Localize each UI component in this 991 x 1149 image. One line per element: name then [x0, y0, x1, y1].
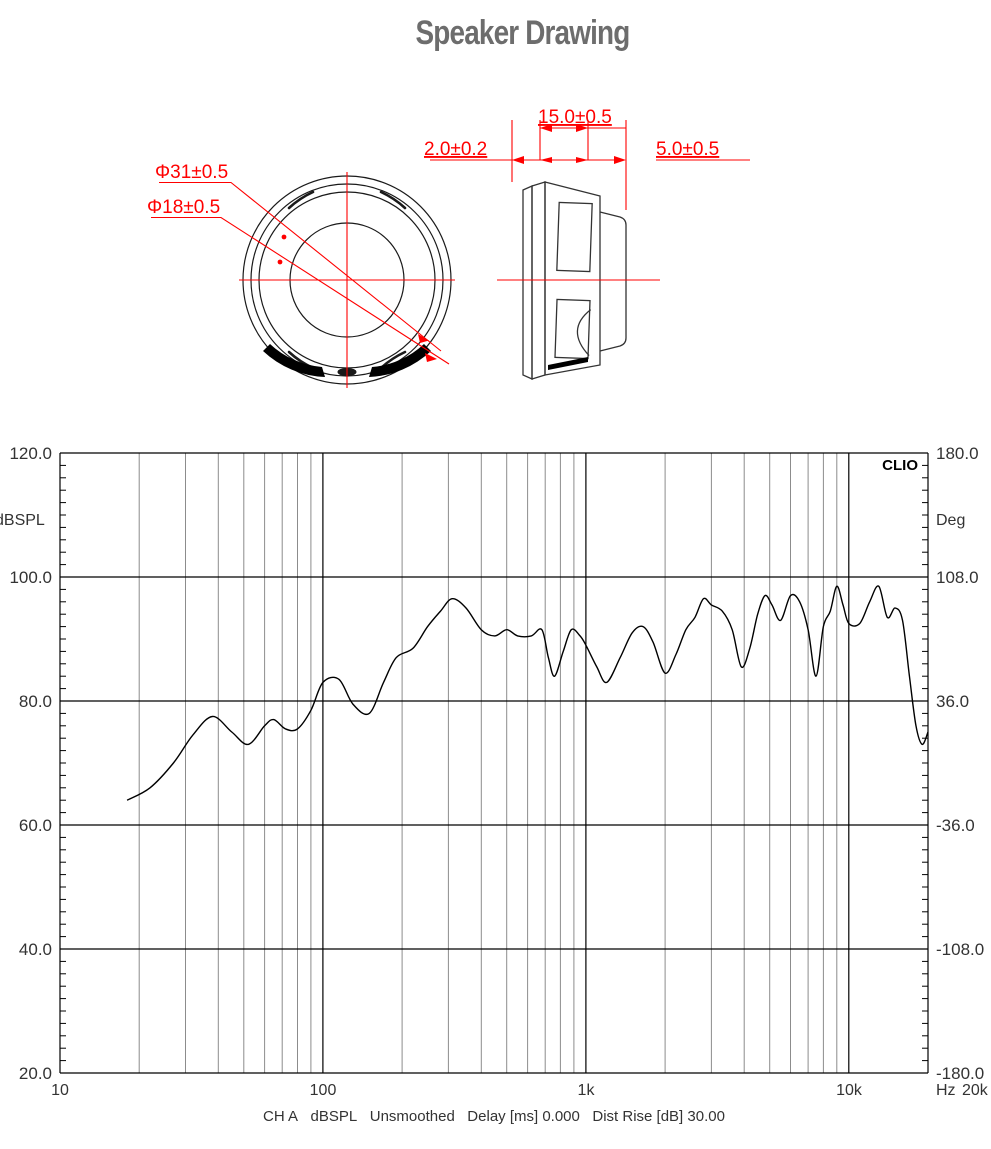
svg-text:CLIO: CLIO — [882, 457, 918, 474]
svg-text:40.0: 40.0 — [19, 940, 52, 959]
svg-text:dBSPL: dBSPL — [0, 512, 45, 529]
svg-text:10k: 10k — [836, 1082, 863, 1099]
svg-text:100.0: 100.0 — [9, 568, 52, 587]
svg-text:Deg: Deg — [936, 512, 965, 529]
svg-text:20k: 20k — [962, 1082, 989, 1099]
svg-text:-36.0: -36.0 — [936, 816, 975, 835]
svg-text:-108.0: -108.0 — [936, 940, 984, 959]
svg-text:60.0: 60.0 — [19, 816, 52, 835]
svg-text:10: 10 — [51, 1082, 69, 1099]
svg-text:Hz: Hz — [936, 1082, 956, 1099]
svg-text:-180.0: -180.0 — [936, 1064, 984, 1083]
svg-text:80.0: 80.0 — [19, 692, 52, 711]
svg-text:108.0: 108.0 — [936, 568, 979, 587]
svg-text:CH A dBSPL Unsmoothed De: CH A dBSPL Unsmoothed Delay [ms] 0.000 D… — [263, 1108, 725, 1125]
svg-text:20.0: 20.0 — [19, 1064, 52, 1083]
svg-text:36.0: 36.0 — [936, 692, 969, 711]
svg-text:120.0: 120.0 — [9, 444, 52, 463]
svg-text:100: 100 — [310, 1082, 337, 1099]
svg-text:180.0: 180.0 — [936, 444, 979, 463]
svg-text:1k: 1k — [578, 1082, 596, 1099]
